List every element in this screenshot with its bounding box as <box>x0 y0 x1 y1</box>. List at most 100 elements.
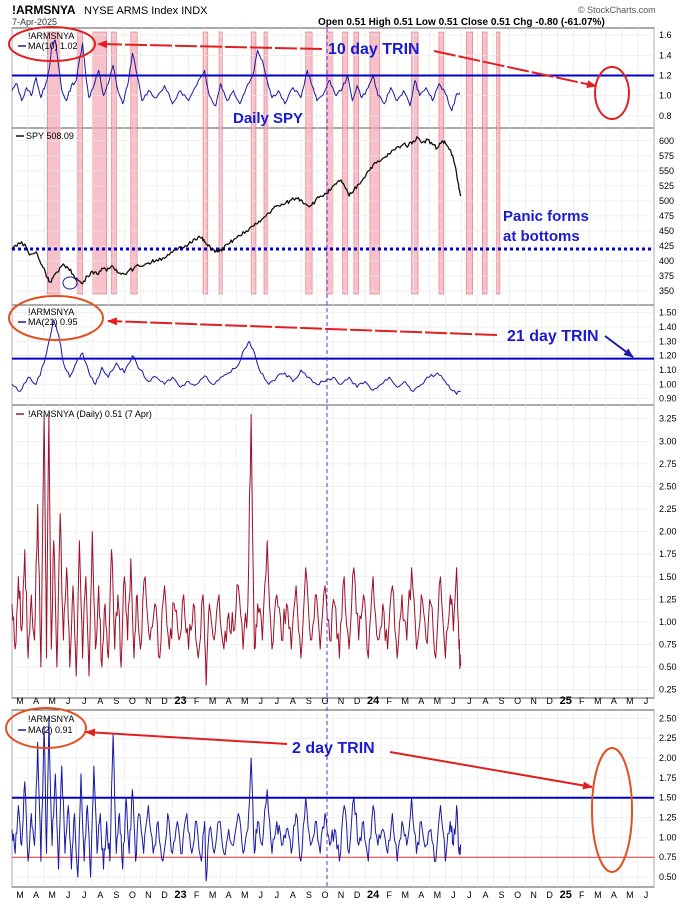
ellipse-trin2-recent <box>591 747 633 873</box>
ytick-spy-2: 550 <box>659 166 674 176</box>
ytick-daily-0: 3.25 <box>659 414 677 424</box>
xtick-1-13: A <box>226 890 232 900</box>
ytick-spy-8: 400 <box>659 256 674 266</box>
xtick-1-1: A <box>33 890 39 900</box>
xtick-0-19: O <box>321 696 328 706</box>
arrow-trin2-left <box>85 728 288 745</box>
ytick-trin2-4: 1.50 <box>659 793 677 803</box>
xtick-1-33: D <box>546 890 553 900</box>
xtick-0-25: A <box>418 696 424 706</box>
ellipse-trin10-recent <box>594 66 630 120</box>
ytick-spy-1: 575 <box>659 151 674 161</box>
ytick-daily-4: 2.25 <box>659 504 677 514</box>
xtick-0-9: D <box>161 696 168 706</box>
shade-region-4 <box>130 31 138 295</box>
header-date: 7-Apr-2025 <box>12 17 57 27</box>
series-line-daily <box>11 413 462 686</box>
xtick-0-5: A <box>97 696 103 706</box>
shade-region-14 <box>411 31 419 295</box>
ytick-trin10-2: 1.2 <box>659 70 672 80</box>
ytick-spy-7: 425 <box>659 241 674 251</box>
ytick-spy-5: 475 <box>659 211 674 221</box>
shade-region-15 <box>438 31 445 295</box>
xtick-0-13: A <box>226 696 232 706</box>
xtick-0-32: N <box>530 696 537 706</box>
xtick-1-10: 23 <box>174 889 186 901</box>
xtick-0-30: S <box>499 696 505 706</box>
ytick-spy-0: 600 <box>659 136 674 146</box>
legend-title-trin10: !ARMSNYA <box>28 31 74 41</box>
watermark: © StockCharts.com <box>578 5 656 15</box>
xtick-0-16: J <box>275 696 280 706</box>
legend-trin2: MA(2) 0.91 <box>28 725 73 735</box>
xtick-1-14: M <box>241 890 249 900</box>
x-tick-labels: M A M J J A S O N D 23 F M A M J J A S O N D 24 F M A M J J A S O N D 25 F M… <box>16 695 648 901</box>
xtick-1-34: 25 <box>560 889 572 901</box>
ytick-trin10-4: 0.8 <box>659 111 672 121</box>
xtick-1-12: M <box>209 890 217 900</box>
ytick-daily-10: 0.75 <box>659 640 677 650</box>
xtick-0-4: J <box>82 696 87 706</box>
ellipse-trin21-legend <box>8 295 104 341</box>
series-lines <box>11 39 462 882</box>
shade-region-18 <box>496 31 501 295</box>
shade-region-16 <box>465 31 473 295</box>
xtick-0-0: M <box>16 696 24 706</box>
ytick-daily-12: 0.25 <box>659 685 677 695</box>
shade-region-11 <box>342 31 348 295</box>
y-tick-labels: 1.6 1.4 1.2 1.0 0.8 600 575 550 525 500 475 450 425 4… <box>659 30 677 882</box>
shade-region-17 <box>481 31 488 295</box>
shaded-regions <box>47 31 501 295</box>
xtick-1-27: J <box>451 890 456 900</box>
xtick-1-28: J <box>467 890 472 900</box>
series-line-trin21 <box>11 319 461 395</box>
ytick-trin10-0: 1.6 <box>659 30 672 40</box>
xtick-0-3: J <box>66 696 71 706</box>
ytick-spy-3: 525 <box>659 181 674 191</box>
shade-region-8 <box>263 31 268 295</box>
xtick-0-35: F <box>579 696 585 706</box>
ytick-daily-9: 1.00 <box>659 617 677 627</box>
gridlines <box>11 28 655 887</box>
ytick-daily-8: 1.25 <box>659 594 677 604</box>
ytick-trin2-0: 2.50 <box>659 713 677 723</box>
label-panic-line1: Panic forms <box>503 208 589 225</box>
xtick-0-26: M <box>434 696 442 706</box>
ytick-trin2-8: 0.50 <box>659 872 677 882</box>
label-daily-spy: Daily SPY <box>233 110 303 127</box>
xtick-1-21: D <box>354 890 361 900</box>
header-symbol: !ARMSNYA <box>12 3 76 17</box>
xtick-1-3: J <box>66 890 71 900</box>
ytick-trin2-6: 1.00 <box>659 832 677 842</box>
xtick-0-36: M <box>594 696 602 706</box>
xtick-1-9: D <box>161 890 168 900</box>
xtick-1-37: A <box>611 890 617 900</box>
xtick-0-10: 23 <box>174 695 186 707</box>
arrow-trin21-right <box>604 335 634 358</box>
xtick-0-22: 24 <box>367 695 380 707</box>
ytick-trin21-2: 1.30 <box>659 336 677 346</box>
xtick-0-17: A <box>290 696 296 706</box>
shade-region-1 <box>77 31 83 295</box>
arrow-trin21-left <box>107 317 498 336</box>
xtick-0-34: 25 <box>560 695 572 707</box>
ytick-daily-6: 1.75 <box>659 549 677 559</box>
xtick-1-25: A <box>418 890 424 900</box>
arrow-trin2-right <box>389 751 593 790</box>
xtick-0-38: M <box>626 696 634 706</box>
ytick-trin21-5: 1.00 <box>659 379 677 389</box>
xtick-1-20: N <box>338 890 345 900</box>
arrow-trin10-left <box>97 40 323 50</box>
xtick-1-35: F <box>579 890 585 900</box>
xtick-1-17: A <box>290 890 296 900</box>
xtick-0-14: M <box>241 696 249 706</box>
ellipse-trin2-legend <box>5 707 87 749</box>
ytick-trin21-4: 1.10 <box>659 365 677 375</box>
xtick-0-39: J <box>644 696 649 706</box>
ytick-daily-11: 0.50 <box>659 662 677 672</box>
xtick-1-26: M <box>434 890 442 900</box>
ytick-trin21-6: 0.90 <box>659 394 677 404</box>
ytick-spy-4: 500 <box>659 196 674 206</box>
shade-region-7 <box>250 31 257 295</box>
